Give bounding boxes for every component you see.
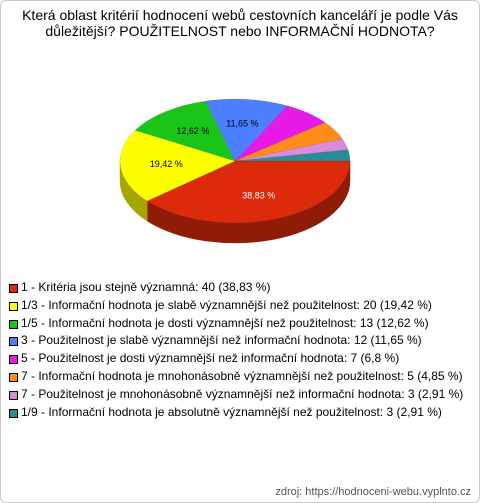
legend-swatch (9, 319, 18, 329)
slice (234, 138, 349, 162)
legend-item: 1/9 - Informační hodnota je absolutně vý… (9, 404, 471, 420)
slice (234, 122, 343, 162)
slice (234, 105, 326, 162)
legend-item: 1/5 - Informační hodnota je dosti význam… (9, 315, 471, 331)
legend-swatch (9, 390, 18, 400)
legend-swatch (9, 408, 18, 418)
legend-label: 7 - Informační hodnota je mnohonásobně v… (21, 368, 463, 383)
slice (134, 100, 236, 162)
legend-swatch (9, 284, 18, 293)
legend-label: 1/9 - Informační hodnota je absolutně vý… (21, 404, 442, 419)
legend-item: 5 - Použitelnost je dosti významnější ne… (9, 351, 471, 366)
legend-label: 3 - Použitelnost je slabě významnější ne… (21, 333, 422, 348)
chart-title: Která oblast kritérií hodnocení webů ces… (22, 7, 458, 39)
legend-swatch (9, 372, 18, 382)
slice (146, 160, 351, 224)
legend-label: 1 - Kritéria jsou stejně významná: 40 (3… (21, 280, 271, 294)
slice (234, 149, 351, 162)
legend-label: 5 - Použitelnost je dosti významnější ne… (21, 351, 400, 366)
data-label: 11,65 % (226, 118, 258, 128)
legend-item: 3 - Použitelnost je slabě významnější ne… (9, 333, 471, 348)
legend-item: 7 - Použitelnost je mnohonásobně významn… (9, 386, 471, 402)
slice (119, 129, 236, 202)
legend-item: 1/3 - Informační hodnota je slabě význam… (9, 297, 471, 313)
legend-item: 1 - Kritéria jsou stejně významná: 40 (3… (9, 280, 471, 295)
legend-swatch (9, 355, 18, 365)
legend-label: 7 - Použitelnost je mnohonásobně významn… (21, 386, 464, 401)
pie-area: 38,83 % 19,42 % 12,62 % 11,65 % (119, 98, 351, 244)
legend-swatch (9, 337, 18, 347)
legend-label: 1/5 - Informační hodnota je dosti význam… (21, 315, 429, 330)
source: zdroj: https://hodnoceni-webu.vyplnto.cz (275, 486, 471, 498)
data-label: 38,83 % (242, 190, 275, 200)
legend: 1 - Kritéria jsou stejně významná: 40 (3… (9, 280, 471, 423)
data-label: 19,42 % (150, 159, 183, 169)
legend-label: 1/3 - Informační hodnota je slabě význam… (21, 297, 432, 312)
slice (205, 98, 288, 162)
legend-swatch (9, 301, 18, 311)
data-label: 12,62 % (176, 126, 209, 136)
legend-item: 7 - Informační hodnota je mnohonásobně v… (9, 368, 471, 384)
